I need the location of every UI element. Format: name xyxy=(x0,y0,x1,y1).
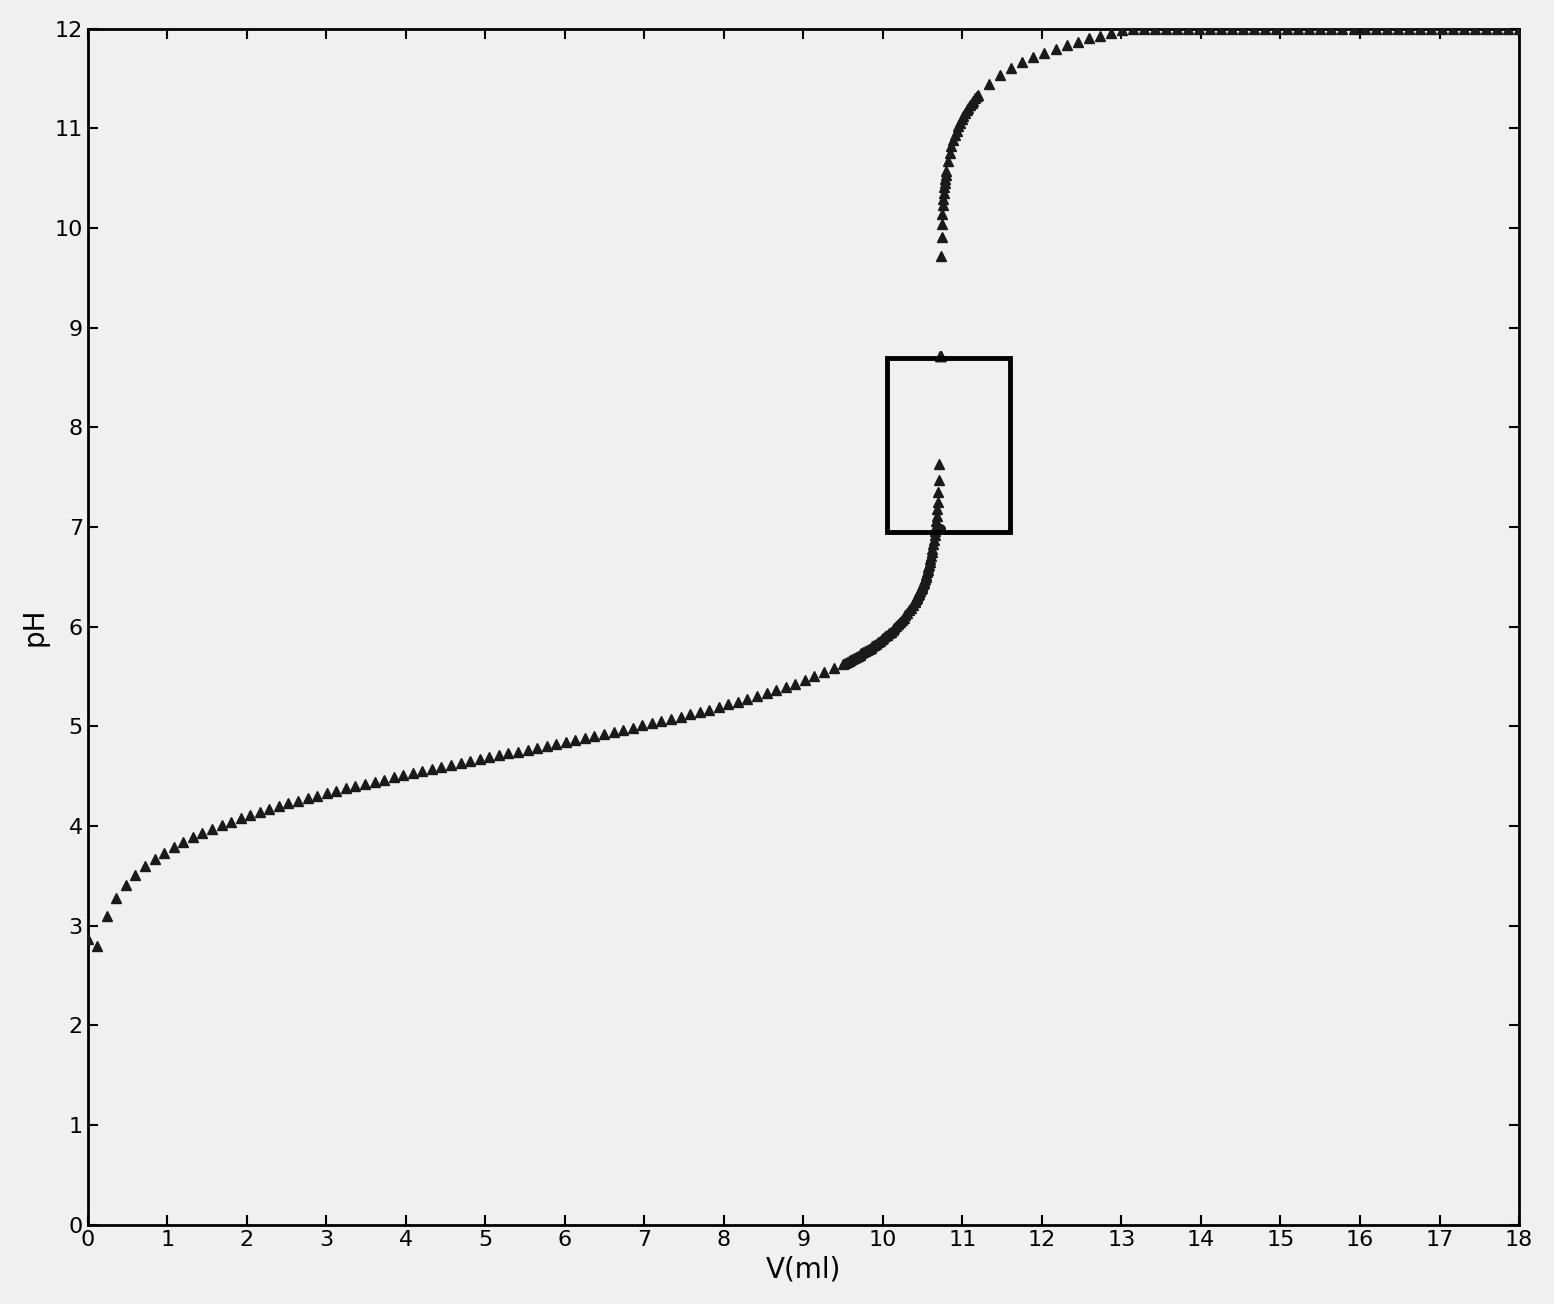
Y-axis label: pH: pH xyxy=(20,608,48,645)
Bar xyxy=(887,357,1010,532)
X-axis label: V(ml): V(ml) xyxy=(766,1256,841,1283)
